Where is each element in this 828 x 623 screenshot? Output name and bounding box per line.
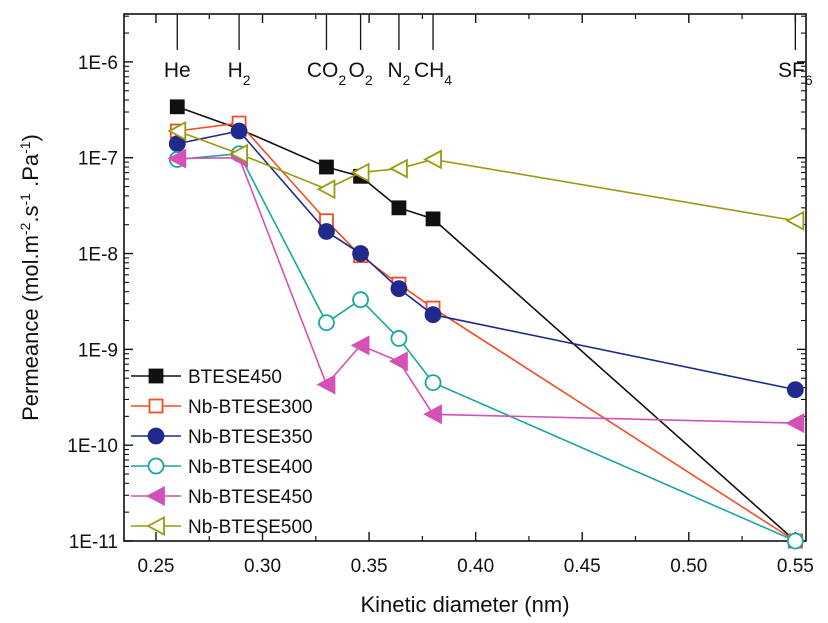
data-point <box>391 200 407 216</box>
x-tick-label: 0.50 <box>670 556 707 577</box>
data-point <box>319 159 334 175</box>
y-tick-label: 1E-11 <box>69 532 118 553</box>
gas-label: H2 <box>228 59 251 88</box>
data-point <box>230 122 248 140</box>
data-point <box>318 223 335 240</box>
data-point <box>390 280 408 298</box>
y-tick-label: 1E-8 <box>78 245 118 266</box>
legend-item: BTESE450 <box>131 367 282 388</box>
x-tick-label: 0.25 <box>137 556 174 577</box>
data-point <box>786 532 804 550</box>
data-point <box>423 149 442 170</box>
gas-label: CO2 <box>307 59 347 88</box>
gas-label: N2 <box>387 59 410 88</box>
legend-marker <box>146 516 165 536</box>
x-tick-label: 0.55 <box>777 556 814 577</box>
gas-label: O2 <box>348 59 372 88</box>
x-tick-label: 0.30 <box>244 556 281 577</box>
data-point <box>352 245 369 262</box>
data-point <box>350 335 370 356</box>
legend-item: Nb-BTESE500 <box>131 516 313 538</box>
x-axis-title: Kinetic diameter (nm) <box>360 592 569 617</box>
data-point <box>785 413 805 434</box>
data-point <box>423 404 442 425</box>
data-point <box>425 211 441 227</box>
y-tick-label: 1E-6 <box>78 53 118 74</box>
series-nb-btese300 <box>169 115 803 549</box>
data-point <box>785 210 805 231</box>
legend-item: Nb-BTESE300 <box>131 397 313 418</box>
legend-marker <box>148 398 164 414</box>
legend-label: Nb-BTESE350 <box>188 427 313 448</box>
series-line <box>177 130 796 222</box>
legend-label: BTESE450 <box>188 367 282 388</box>
data-point <box>169 99 185 115</box>
gas-label: CH4 <box>414 59 452 88</box>
x-tick-label: 0.45 <box>564 556 601 577</box>
legend-label: Nb-BTESE300 <box>188 397 313 418</box>
legend-item: Nb-BTESE350 <box>131 427 313 448</box>
data-point <box>389 158 408 179</box>
series-nb-btese500 <box>167 121 805 231</box>
data-point <box>167 148 187 169</box>
legend-label: Nb-BTESE400 <box>188 457 313 478</box>
y-tick-label: 1E-9 <box>78 340 118 361</box>
gas-label: He <box>164 59 191 82</box>
y-tick-label: 1E-7 <box>78 149 118 170</box>
data-point <box>229 143 248 164</box>
data-point <box>390 330 408 347</box>
legend-item: Nb-BTESE450 <box>131 486 313 508</box>
legend-label: Nb-BTESE500 <box>188 517 313 538</box>
series-line <box>177 152 796 542</box>
x-tick-label: 0.40 <box>457 556 494 577</box>
data-point <box>424 374 442 391</box>
x-tick-label: 0.35 <box>351 556 388 577</box>
legend-marker <box>147 457 165 475</box>
series-line <box>177 122 796 542</box>
data-point <box>167 121 187 142</box>
legend-marker <box>147 427 165 445</box>
series-btese450 <box>169 99 803 549</box>
data-point <box>424 306 442 324</box>
data-point <box>316 179 336 200</box>
gas-label: SF6 <box>778 59 813 88</box>
legend-label: Nb-BTESE450 <box>188 487 313 508</box>
data-point <box>786 381 804 399</box>
y-axis-title: Permeance (mol.m-2.s-1 .Pa-1) <box>17 134 43 421</box>
series-line <box>177 130 796 391</box>
plot-frame <box>123 13 807 542</box>
data-point <box>318 314 335 332</box>
y-tick-label: 1E-10 <box>67 436 118 457</box>
series-nb-btese350 <box>168 122 804 399</box>
data-point <box>389 351 408 372</box>
data-point <box>316 374 336 395</box>
legend-marker <box>148 368 164 384</box>
data-point <box>350 162 370 183</box>
data-point <box>352 291 369 309</box>
legend-marker <box>146 486 165 506</box>
series-nb-btese450 <box>167 147 805 434</box>
legend-item: Nb-BTESE400 <box>131 457 313 478</box>
